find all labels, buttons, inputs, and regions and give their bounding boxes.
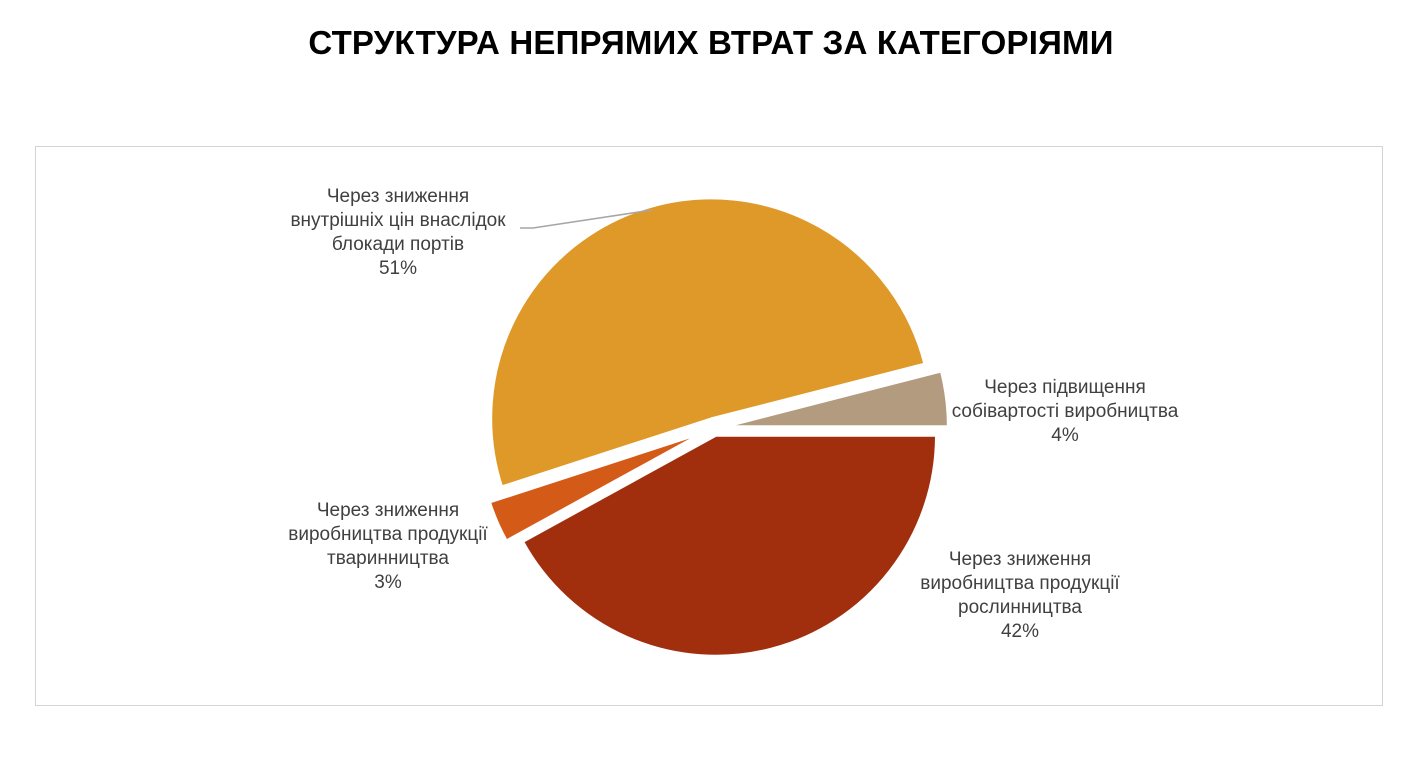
label-line: рослинництва (958, 597, 1082, 618)
label-crop-production: Через зниження виробництва продукції росли… (920, 549, 1120, 642)
percent-label: 51% (379, 258, 417, 279)
label-livestock-production: Через зниження виробництва продукції твари… (288, 500, 488, 593)
label-line: Через зниження (327, 186, 469, 207)
slice-labels: Через підвищення собівартості виробництва… (288, 186, 1178, 642)
label-line: Через зниження (949, 549, 1091, 570)
label-line: тваринництва (327, 548, 449, 569)
leader-line (520, 209, 653, 229)
percent-label: 4% (1051, 425, 1079, 446)
slice-livestock-production (488, 433, 700, 542)
label-line: Через зниження (317, 500, 459, 521)
label-line: виробництва продукції (288, 524, 488, 545)
label-line: Через підвищення (984, 377, 1146, 398)
label-cost-increase: Через підвищення собівартості виробництва… (952, 377, 1179, 446)
chart-title: СТРУКТУРА НЕПРЯМИХ ВТРАТ ЗА КАТЕГОРІЯМИ (308, 24, 1114, 61)
label-line: внутрішніх цін внаслідок (290, 210, 506, 231)
percent-label: 3% (374, 572, 402, 593)
percent-label: 42% (1001, 621, 1039, 642)
label-line: виробництва продукції (920, 573, 1120, 594)
slice-port-blockade (490, 197, 926, 488)
label-port-blockade: Через зниження внутрішніх цін внаслідок бл… (290, 186, 506, 279)
slice-crop-production (521, 434, 937, 657)
label-line: собівартості виробництва (952, 401, 1179, 422)
pie-slices (488, 197, 949, 657)
slice-cost-increase (727, 370, 949, 428)
label-line: блокади портів (332, 234, 464, 255)
